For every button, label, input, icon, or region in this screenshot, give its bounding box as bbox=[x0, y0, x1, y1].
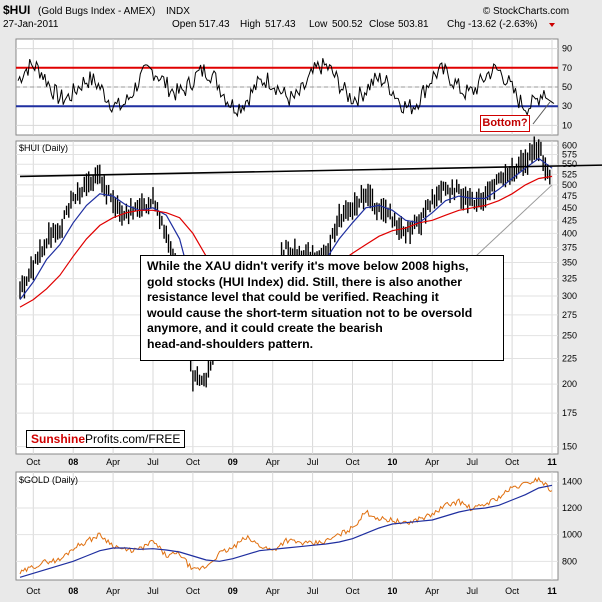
price-tick-label: 475 bbox=[562, 191, 577, 201]
x-tick-label: Oct bbox=[186, 586, 201, 596]
x-tick-label: Jul bbox=[466, 457, 478, 467]
x-tick-label: Jul bbox=[307, 457, 319, 467]
price-tick-label: 450 bbox=[562, 203, 577, 213]
x-tick-label: Oct bbox=[26, 457, 41, 467]
axis-layer: Oct Oct 08 08 Apr Apr Jul Jul Oct Oct 09 09 Apr Apr Ju… bbox=[26, 44, 582, 596]
x-tick-label: 08 bbox=[68, 457, 78, 467]
low-label: Low bbox=[309, 19, 328, 30]
open-value: 517.43 bbox=[199, 19, 230, 30]
rsi-tick-label: 10 bbox=[562, 120, 572, 130]
gold-tick-label: 800 bbox=[562, 556, 577, 566]
gold-tick-label: 1000 bbox=[562, 530, 582, 540]
gold-tick-label: 1400 bbox=[562, 476, 582, 486]
rsi-tick-label: 30 bbox=[562, 101, 572, 111]
close-label: Close bbox=[369, 19, 395, 30]
price-tick-label: 275 bbox=[562, 310, 577, 320]
rsi-line bbox=[17, 58, 555, 118]
price-tick-label: 325 bbox=[562, 274, 577, 284]
price-layer bbox=[19, 136, 602, 392]
x-tick-label: Jul bbox=[466, 586, 478, 596]
price-tick-label: 425 bbox=[562, 215, 577, 225]
annotation-line: anymore, and it could create the bearish bbox=[147, 321, 383, 336]
header-watermark: © StockCharts.com bbox=[483, 6, 569, 17]
rsi-tick-label: 70 bbox=[562, 63, 572, 73]
chg-value: -13.62 (-2.63%) bbox=[468, 19, 537, 30]
x-tick-label: Oct bbox=[345, 586, 360, 596]
annotation-line: would cause the short-term situation not… bbox=[147, 305, 473, 320]
x-tick-label: Oct bbox=[26, 586, 41, 596]
brand-part-1: Sunshine bbox=[31, 432, 86, 446]
rsi-layer bbox=[16, 58, 558, 118]
down-arrow-icon bbox=[549, 23, 555, 27]
price-tick-label: 300 bbox=[562, 291, 577, 301]
gold-layer bbox=[19, 476, 553, 578]
price-tick-label: 525 bbox=[562, 169, 577, 179]
x-tick-label: Jul bbox=[147, 457, 159, 467]
x-tick-label: 09 bbox=[228, 457, 238, 467]
x-tick-label: Oct bbox=[186, 457, 201, 467]
gold-price-line bbox=[19, 476, 553, 575]
close-value: 503.81 bbox=[398, 19, 429, 30]
gold-ma-line bbox=[19, 484, 553, 578]
x-tick-label: Jul bbox=[307, 586, 319, 596]
x-tick-label: Oct bbox=[505, 457, 520, 467]
brand-logo[interactable]: SunshineProfits.com/FREE bbox=[26, 430, 186, 448]
price-panel-title: $HUI (Daily) bbox=[19, 143, 68, 153]
price-tick-label: 575 bbox=[562, 150, 577, 160]
x-tick-label: 11 bbox=[547, 586, 557, 596]
low-value: 500.52 bbox=[332, 19, 363, 30]
rsi-tick-label: 50 bbox=[562, 82, 572, 92]
header-date: 27-Jan-2011 bbox=[3, 19, 59, 30]
high-label: High bbox=[240, 19, 261, 30]
price-tick-label: 600 bbox=[562, 140, 577, 150]
price-tick-label: 225 bbox=[562, 353, 577, 363]
price-tick-label: 150 bbox=[562, 442, 577, 452]
open-label: Open bbox=[172, 19, 196, 30]
x-tick-label: Apr bbox=[425, 457, 439, 467]
x-tick-label: Oct bbox=[345, 457, 360, 467]
annotation-line: resistance level that could be verified.… bbox=[147, 290, 439, 305]
x-tick-label: Jul bbox=[147, 586, 159, 596]
chg-label: Chg bbox=[447, 19, 465, 30]
header-index-name: (Gold Bugs Index - AMEX) bbox=[38, 6, 155, 17]
annotation-line: While the XAU didn't verify it's move be… bbox=[147, 259, 469, 273]
x-tick-label: Apr bbox=[266, 457, 280, 467]
rsi-tick-label: 90 bbox=[562, 44, 572, 54]
header-symbol: $HUI bbox=[3, 3, 30, 17]
x-tick-label: 10 bbox=[387, 457, 397, 467]
price-tick-label: 400 bbox=[562, 228, 577, 238]
annotation-line: head-and-shoulders pattern. bbox=[147, 336, 314, 351]
x-tick-label: Apr bbox=[266, 586, 280, 596]
annotation-line: gold stocks (HUI Index) did. Still, ther… bbox=[147, 274, 462, 289]
header-exchange: INDX bbox=[166, 6, 190, 17]
x-tick-label: Apr bbox=[425, 586, 439, 596]
bottom-pointer-line bbox=[532, 101, 551, 125]
x-tick-label: Oct bbox=[505, 586, 520, 596]
price-tick-label: 350 bbox=[562, 257, 577, 267]
x-tick-label: 11 bbox=[547, 457, 557, 467]
price-tick-label: 250 bbox=[562, 331, 577, 341]
price-tick-label: 200 bbox=[562, 379, 577, 389]
high-value: 517.43 bbox=[265, 19, 296, 30]
x-tick-label: 10 bbox=[387, 586, 397, 596]
price-tick-label: 550 bbox=[562, 159, 577, 169]
x-tick-label: Apr bbox=[106, 586, 120, 596]
x-tick-label: 08 bbox=[68, 586, 78, 596]
price-tick-label: 375 bbox=[562, 242, 577, 252]
resistance-trendline bbox=[19, 164, 602, 178]
price-tick-label: 175 bbox=[562, 408, 577, 418]
x-tick-label: Apr bbox=[106, 457, 120, 467]
annotation-box: While the XAU didn't verify it's move be… bbox=[140, 255, 504, 361]
price-tick-label: 500 bbox=[562, 180, 577, 190]
gold-panel bbox=[15, 471, 559, 581]
bottom-label: Bottom? bbox=[480, 115, 530, 132]
gold-tick-label: 1200 bbox=[562, 503, 582, 513]
x-tick-label: 09 bbox=[228, 586, 238, 596]
gold-panel-title: $GOLD (Daily) bbox=[19, 475, 78, 485]
brand-part-2: Profits.com/FREE bbox=[85, 432, 181, 446]
